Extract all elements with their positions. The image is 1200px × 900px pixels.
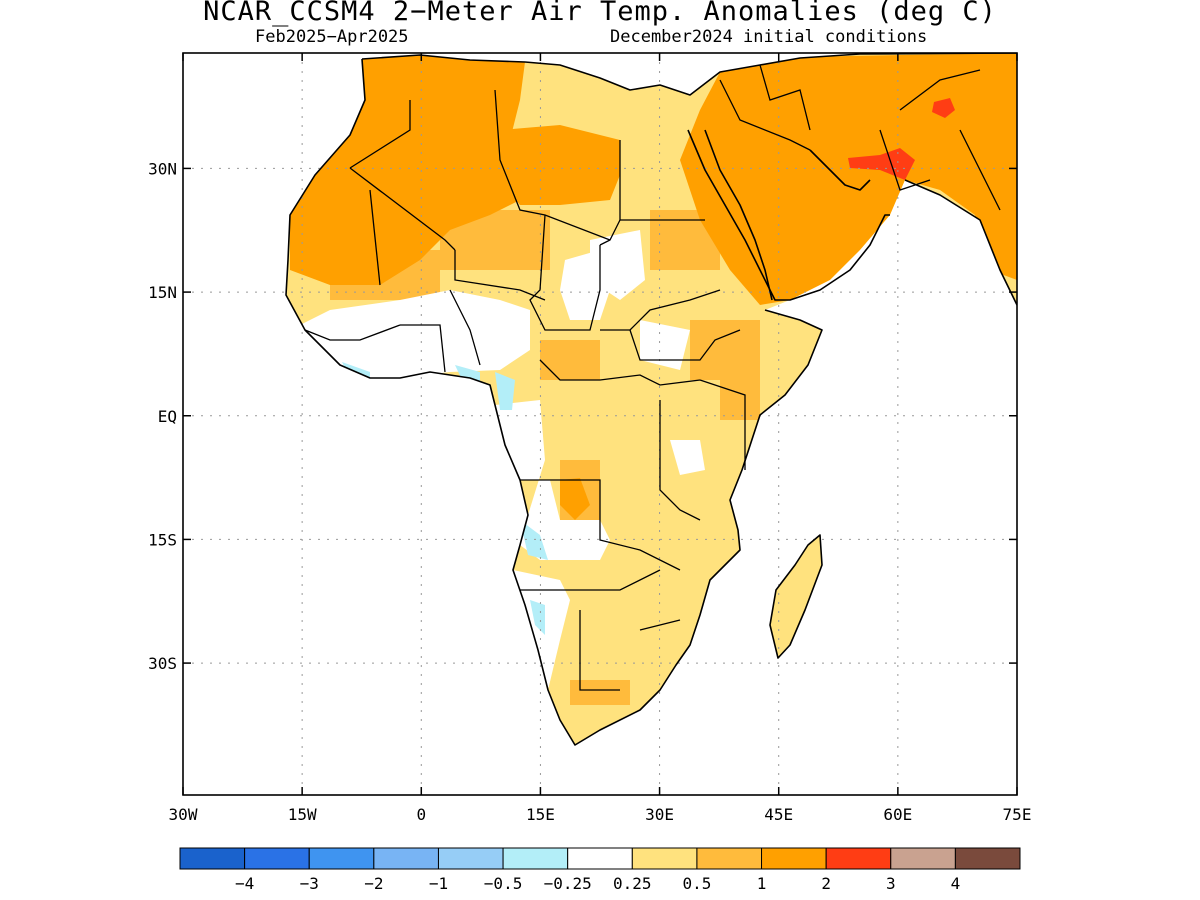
forecast-period: Feb2025−Apr2025 (255, 27, 409, 47)
legend-swatch (825, 847, 892, 870)
initial-conditions: December2024 initial conditions (610, 27, 928, 47)
legend-swatch (502, 847, 569, 870)
legend-swatch (890, 847, 956, 870)
legend-swatch (179, 847, 246, 870)
lon-tick-label: 60E (883, 805, 912, 824)
legend-swatch (567, 847, 633, 870)
lon-tick-label: 75E (1003, 805, 1032, 824)
legend-label: −1 (429, 874, 448, 893)
lat-tick-label: EQ (158, 407, 177, 426)
legend-swatch (761, 847, 827, 870)
legend-label: −0.5 (484, 874, 523, 893)
lat-tick-label: 30N (148, 159, 177, 178)
legend-label: 0.5 (682, 874, 711, 893)
legend-label: −3 (300, 874, 319, 893)
legend-swatch (696, 847, 763, 870)
color-legend (179, 847, 1021, 870)
legend-label: 4 (951, 874, 961, 893)
map-title: NCAR_CCSM4 2−Meter Air Temp. Anomalies (… (203, 0, 997, 27)
legend-swatch (631, 847, 698, 870)
lon-tick-label: 0 (416, 805, 426, 824)
color-legend-labels: −4 −3 −2 −1 −0.5 −0.25 0.25 0.5 1 2 3 4 (235, 874, 960, 893)
axis-ticks (182, 53, 1018, 795)
lon-tick-label: 45E (764, 805, 793, 824)
legend-label: 0.25 (613, 874, 652, 893)
legend-swatch (437, 847, 504, 870)
legend-label: −4 (235, 874, 254, 893)
legend-swatch (954, 847, 1021, 870)
map-frame (182, 52, 1018, 796)
lat-tick-label: 15S (148, 530, 177, 549)
legend-label: 1 (757, 874, 767, 893)
lon-tick-label: 30E (645, 805, 674, 824)
map-grid (183, 53, 1017, 795)
lon-tick-label: 15W (288, 805, 317, 824)
legend-label: 3 (886, 874, 896, 893)
coastline (285, 53, 1017, 746)
legend-label: 2 (821, 874, 831, 893)
lon-tick-label: 15E (526, 805, 555, 824)
country-borders (304, 64, 1001, 691)
legend-swatch (308, 847, 375, 870)
lon-tick-label: 30W (169, 805, 198, 824)
legend-label: −2 (364, 874, 383, 893)
lat-tick-label: 15N (148, 283, 177, 302)
longitude-labels: 30W 15W 0 15E 30E 45E 60E 75E (169, 805, 1032, 824)
legend-swatch (244, 847, 310, 870)
legend-label: −0.25 (544, 874, 592, 893)
lat-tick-label: 30S (148, 654, 177, 673)
legend-swatch (373, 847, 439, 870)
latitude-labels: 30N 15N EQ 15S 30S (148, 159, 177, 673)
